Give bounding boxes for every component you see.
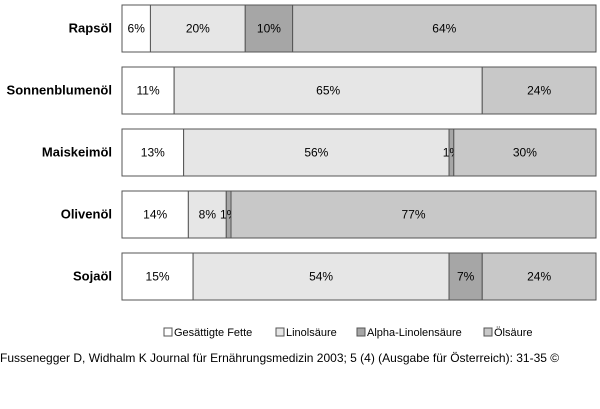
bar-segment [149, 4, 246, 53]
bar-segment [121, 4, 151, 53]
bar-segment [121, 66, 175, 115]
legend-swatch [163, 327, 173, 337]
data-label: 20% [186, 22, 210, 36]
bar-segment [481, 66, 597, 115]
data-label: 15% [146, 270, 170, 284]
data-label: 11% [136, 84, 159, 98]
data-label: 24% [527, 270, 551, 284]
bar-segment [292, 4, 597, 53]
category-label: Rapsöl [69, 21, 112, 36]
bar-group: 6% 20% 10% 64%11% 65% 24%13% 56% 1% 30%14% 8% 1% 77… [121, 4, 597, 301]
data-label: 30% [513, 146, 537, 160]
data-label: 7% [457, 270, 475, 284]
data-label: 77% [401, 208, 425, 222]
bar-segment [173, 66, 483, 115]
data-label: 6% [128, 22, 146, 36]
category-label: Sonnenblumenöl [7, 83, 112, 98]
legend-label: Gesättigte Fette [174, 327, 252, 339]
legend: Gesättigte Fette Linolsäure Alpha-Linolens… [163, 327, 533, 339]
bar-segment [121, 128, 185, 177]
bar-segment [230, 190, 597, 239]
category-label: Sojaöl [73, 269, 112, 284]
legend-swatch [356, 327, 366, 337]
bar-segment [481, 252, 597, 301]
data-label: 65% [316, 84, 340, 98]
data-label: 24% [527, 84, 551, 98]
bar-segment [244, 4, 294, 53]
data-label: 54% [309, 270, 333, 284]
data-label: 13% [141, 146, 165, 160]
legend-label: Alpha-Linolensäure [367, 327, 462, 339]
stacked-bar-chart: 6% 20% 10% 64%11% 65% 24%13% 56% 1% 30%14% 8% 1% 77… [7, 4, 597, 339]
bar-segment [183, 128, 450, 177]
source-caption: Fussenegger D, Widhalm K Journal für Ern… [0, 351, 560, 365]
bar-segment [192, 252, 450, 301]
bar-segment [121, 190, 189, 239]
category-label: Olivenöl [61, 207, 112, 222]
category-labels: Rapsöl Sonnenblumenöl Maiskeimöl Olivenöl So… [7, 21, 112, 284]
data-label: 14% [143, 208, 167, 222]
legend-swatch [275, 327, 285, 337]
data-label: 64% [432, 22, 456, 36]
bar-segment [448, 252, 483, 301]
data-label: 56% [304, 146, 328, 160]
legend-label: Ölsäure [494, 327, 533, 339]
bar-segment [187, 190, 227, 239]
bar-segment [453, 128, 597, 177]
data-label: 10% [257, 22, 281, 36]
legend-label: Linolsäure [286, 327, 337, 339]
category-label: Maiskeimöl [42, 145, 112, 160]
legend-swatch [483, 327, 493, 337]
bar-segment [121, 252, 194, 301]
data-label: 8% [199, 208, 217, 222]
